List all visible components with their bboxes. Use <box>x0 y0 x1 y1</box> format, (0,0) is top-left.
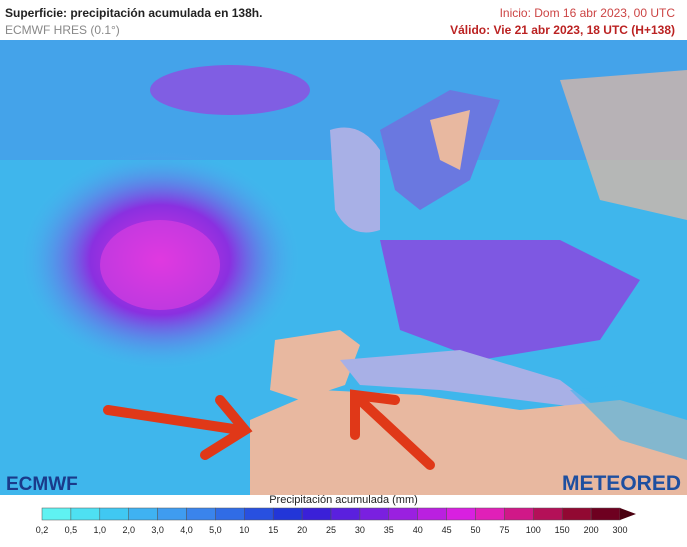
title: Superficie: precipitación acumulada en 1… <box>5 6 263 20</box>
colorbar-label: 15 <box>268 525 278 535</box>
map <box>0 40 687 495</box>
color-bin <box>417 507 447 521</box>
color-bin <box>186 507 216 521</box>
north-sea <box>330 127 380 233</box>
colorbar-label: 25 <box>326 525 336 535</box>
color-bin <box>590 507 621 521</box>
greenland-precip <box>150 65 310 115</box>
colorbar-label: 2,0 <box>122 525 135 535</box>
color-bin <box>128 507 158 521</box>
init-time: Inicio: Dom 16 abr 2023, 00 UTC <box>499 6 675 20</box>
arrow-line <box>103 405 245 435</box>
color-bin <box>157 507 187 521</box>
colorbar-label: 0,2 <box>36 525 49 535</box>
arrow-line <box>355 395 435 470</box>
colorbar-label: 20 <box>297 525 307 535</box>
arrow-head <box>350 389 400 440</box>
color-bin <box>244 507 274 521</box>
color-bin <box>301 507 332 521</box>
arrow-head <box>200 395 253 460</box>
color-bin <box>70 507 101 521</box>
colorbar-label: 45 <box>442 525 452 535</box>
color-bin <box>272 507 303 521</box>
colorbar-label: 40 <box>413 525 423 535</box>
valid-time: Válido: Vie 21 abr 2023, 18 UTC (H+138) <box>450 23 675 37</box>
levant-precip <box>570 380 687 460</box>
color-bin <box>388 507 418 521</box>
colorbar-label: 35 <box>384 525 394 535</box>
meteored-logo: METEORED <box>561 472 681 495</box>
ecmwf-logo: ECMWF <box>6 474 78 495</box>
legend-title: Precipitación acumulada (mm) <box>269 494 418 506</box>
iberia <box>270 330 360 400</box>
color-bin <box>504 507 534 521</box>
colorbar-label: 1,0 <box>94 525 107 535</box>
color-bin <box>99 507 129 521</box>
color-bin <box>359 507 390 521</box>
mediterranean <box>340 350 600 410</box>
russia-land <box>560 70 687 220</box>
colorbar-label: 10 <box>239 525 249 535</box>
color-bin <box>475 507 505 521</box>
colorbar-label: 0,5 <box>65 525 78 535</box>
colorbar-label: 100 <box>526 525 541 535</box>
cyclone-core <box>100 220 220 310</box>
colorbar-label: 5,0 <box>209 525 222 535</box>
color-bin <box>561 507 592 521</box>
finland-land <box>430 110 470 170</box>
color-bin <box>215 507 245 521</box>
colorbar-label: 50 <box>470 525 480 535</box>
colorbar-label: 30 <box>355 525 365 535</box>
colorbar-label: 4,0 <box>180 525 193 535</box>
colorbar-label: 75 <box>499 525 509 535</box>
colorbar-label: 3,0 <box>151 525 164 535</box>
color-bin <box>533 507 563 521</box>
color-bin <box>446 507 476 521</box>
color-bin <box>330 507 361 521</box>
color-arrow <box>620 508 636 520</box>
annotation-arrows <box>103 389 435 470</box>
colorbar-label: 200 <box>584 525 599 535</box>
color-bin <box>41 507 72 521</box>
model: ECMWF HRES (0.1°) <box>5 23 120 37</box>
europe-precip <box>380 240 640 360</box>
colorbar-label: 300 <box>612 525 627 535</box>
colorbar: 0,2 0,5 1,0 2,0 3,0 4,0 5,0 10 15 20 25 30 35 40 45 50 7… <box>36 507 636 535</box>
colorbar-label: 150 <box>555 525 570 535</box>
